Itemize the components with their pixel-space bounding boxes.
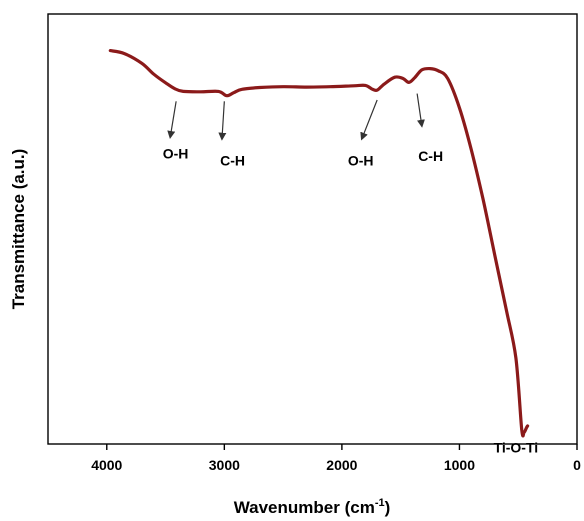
x-tick-label: 4000 (91, 457, 122, 473)
x-axis-title-close: ) (385, 498, 391, 517)
annotation-arrow (167, 101, 177, 139)
annotation-arrow (218, 101, 227, 141)
x-axis-title-superscript: -1 (375, 497, 385, 509)
annotation-arrow (416, 93, 425, 128)
peak-annotations: O-H C-H O-H C-H Ti-O-Ti (163, 93, 539, 456)
x-tick-label: 1000 (444, 457, 475, 473)
y-axis-title: Transmittance (a.u.) (9, 149, 28, 310)
annotation-label: Ti-O-Ti (494, 440, 539, 456)
x-tick-label: 3000 (209, 457, 240, 473)
spectrum-line (108, 49, 530, 438)
annotation-label: C-H (220, 152, 245, 168)
x-axis-tick-labels: 4000 3000 2000 1000 0 (91, 457, 581, 473)
annotation-label: O-H (163, 145, 189, 161)
annotation-arrow (360, 99, 378, 141)
annotation-label: C-H (418, 148, 443, 164)
x-tick-label: 0 (573, 457, 581, 473)
annotation-label: O-H (348, 152, 374, 168)
x-axis-title: Wavenumber (cm-1) (234, 497, 391, 517)
x-axis-title-main: Wavenumber (cm (234, 498, 375, 517)
x-axis-ticks (106, 444, 578, 450)
plot-frame (47, 13, 578, 445)
x-tick-label: 2000 (326, 457, 357, 473)
